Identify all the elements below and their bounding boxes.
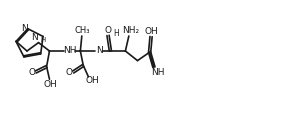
Text: H: H: [113, 29, 119, 38]
Text: O: O: [105, 26, 112, 35]
Text: N: N: [32, 33, 38, 42]
Text: N: N: [96, 46, 103, 55]
Text: CH₃: CH₃: [74, 26, 90, 35]
Text: H: H: [40, 37, 45, 43]
Text: NH: NH: [63, 46, 76, 55]
Text: O: O: [28, 67, 35, 76]
Text: OH: OH: [43, 79, 57, 88]
Text: N: N: [21, 24, 27, 33]
Text: O: O: [66, 67, 73, 76]
Text: OH: OH: [86, 76, 100, 85]
Text: OH: OH: [144, 27, 158, 36]
Text: NH₂: NH₂: [122, 26, 139, 35]
Text: NH: NH: [151, 68, 164, 77]
